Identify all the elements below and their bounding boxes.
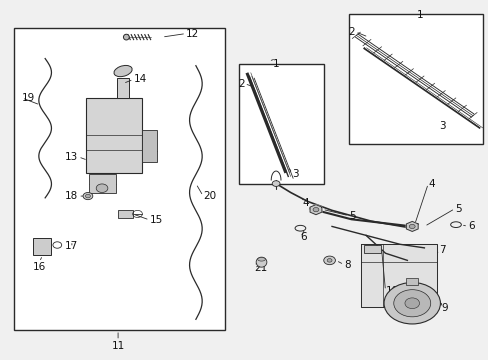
Text: 5: 5	[454, 203, 461, 213]
Polygon shape	[406, 221, 417, 231]
Text: 13: 13	[65, 152, 78, 162]
Polygon shape	[309, 204, 321, 215]
Polygon shape	[361, 244, 436, 307]
Ellipse shape	[257, 257, 265, 261]
Circle shape	[383, 283, 440, 324]
Circle shape	[312, 207, 318, 212]
Bar	[14, 28, 224, 330]
Text: 2: 2	[237, 78, 244, 89]
Ellipse shape	[256, 257, 266, 267]
Text: 2: 2	[348, 27, 355, 37]
Bar	[348, 14, 482, 144]
Text: 5: 5	[348, 211, 355, 221]
Bar	[86, 98, 142, 173]
Text: 9: 9	[441, 303, 447, 313]
Bar	[142, 130, 157, 162]
Text: 1: 1	[416, 10, 423, 20]
Text: 18: 18	[65, 191, 78, 201]
Bar	[363, 246, 380, 253]
Bar	[406, 278, 417, 285]
Circle shape	[272, 181, 280, 186]
Bar	[238, 64, 323, 184]
Text: 6: 6	[467, 221, 474, 231]
Circle shape	[83, 193, 93, 200]
Circle shape	[326, 258, 331, 262]
Circle shape	[323, 256, 335, 265]
Ellipse shape	[123, 34, 129, 40]
Bar	[33, 238, 51, 255]
Circle shape	[85, 194, 90, 198]
Bar	[118, 210, 132, 218]
Text: 14: 14	[133, 74, 146, 84]
Circle shape	[393, 290, 430, 317]
Text: 15: 15	[149, 215, 163, 225]
Text: 21: 21	[254, 263, 267, 273]
Text: 1: 1	[272, 59, 279, 68]
Circle shape	[96, 184, 108, 193]
Circle shape	[408, 224, 414, 229]
Text: 3: 3	[291, 168, 298, 179]
Text: 11: 11	[111, 341, 124, 351]
Text: 4: 4	[302, 198, 309, 207]
Text: 12: 12	[186, 28, 199, 39]
Text: 3: 3	[438, 121, 445, 131]
Bar	[117, 78, 129, 98]
Text: 20: 20	[203, 191, 216, 201]
Text: 19: 19	[22, 93, 35, 103]
Text: 10: 10	[385, 286, 398, 296]
Text: 8: 8	[344, 260, 350, 270]
Text: 17: 17	[65, 241, 79, 251]
Text: 6: 6	[300, 232, 306, 242]
Text: 4: 4	[427, 179, 434, 189]
Ellipse shape	[114, 66, 132, 77]
Text: 7: 7	[438, 245, 445, 255]
Bar	[89, 174, 116, 193]
Circle shape	[404, 298, 419, 309]
Text: 16: 16	[33, 262, 46, 272]
